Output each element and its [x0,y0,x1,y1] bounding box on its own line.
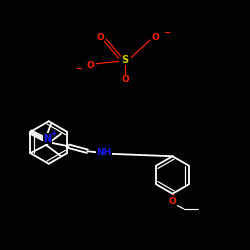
Text: NH: NH [96,148,111,157]
Text: O: O [168,197,176,206]
Text: O: O [86,60,94,70]
Text: O: O [151,33,159,42]
Text: S: S [122,55,128,65]
Text: O: O [121,76,129,84]
Text: −: − [163,28,170,37]
Text: +: + [50,129,57,138]
Text: N: N [43,134,52,144]
Text: −: − [75,64,82,73]
Text: O: O [96,33,104,42]
